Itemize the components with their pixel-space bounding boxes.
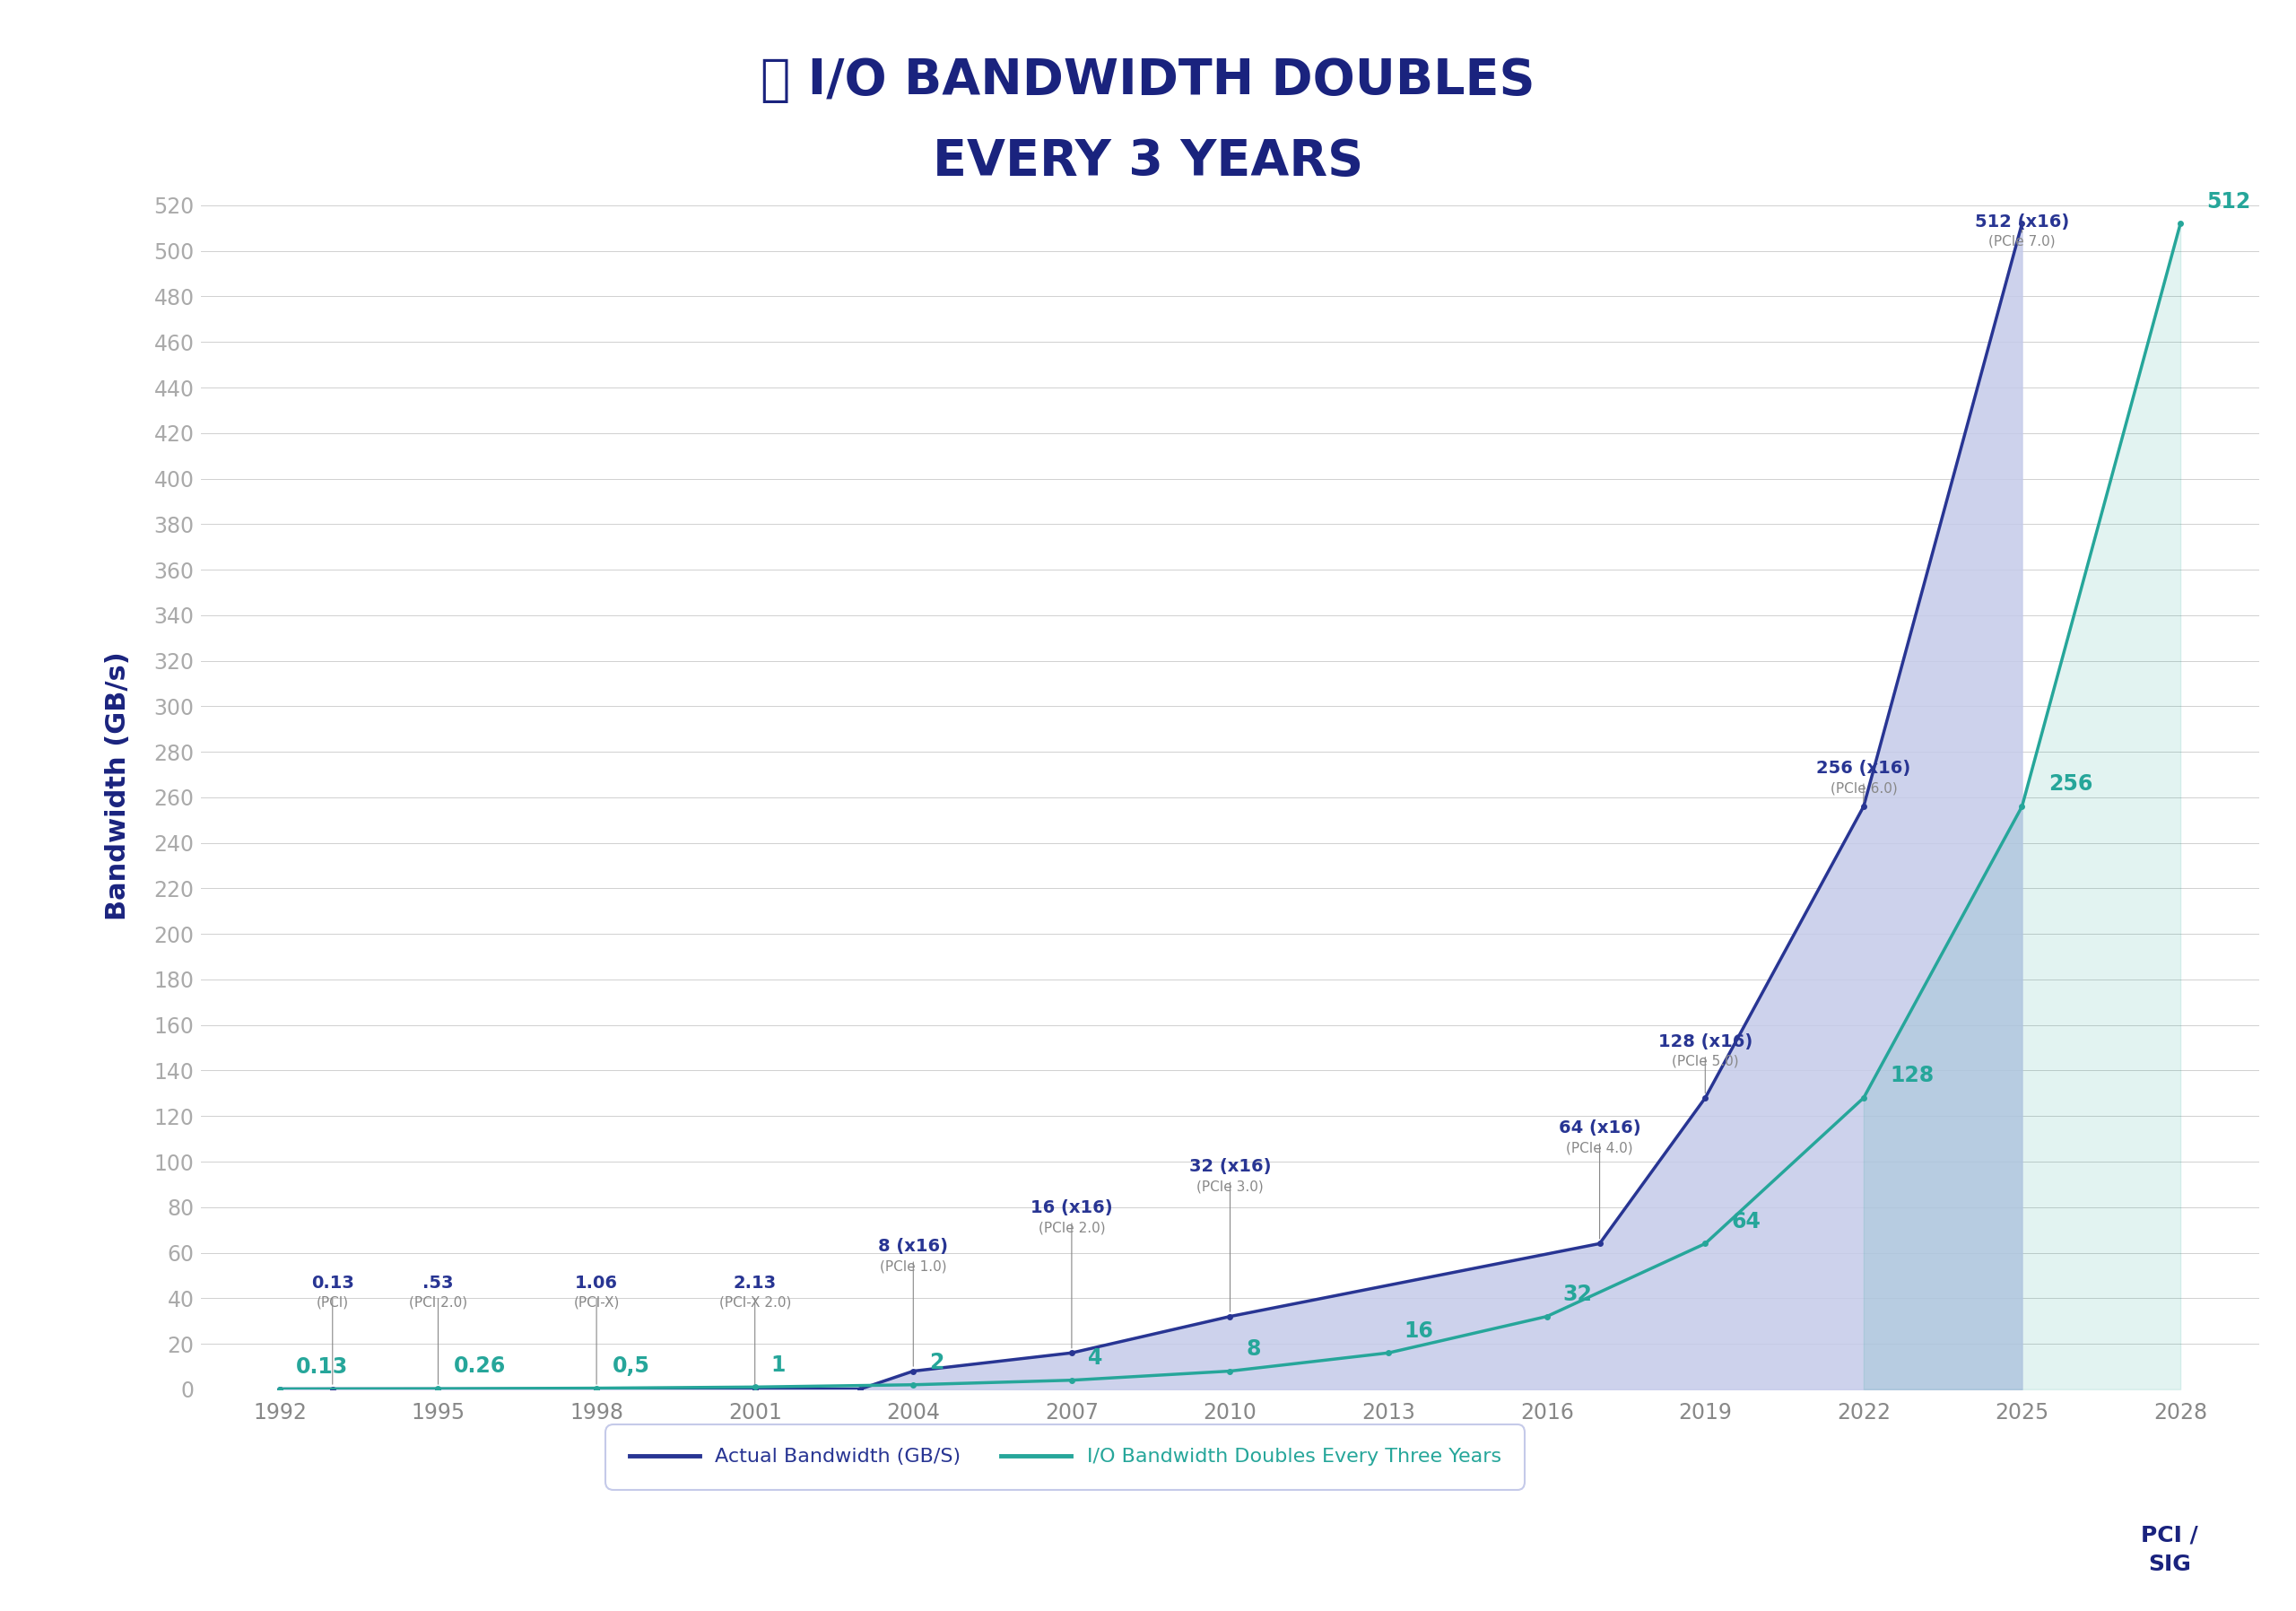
Text: (PCI): (PCI) bbox=[317, 1295, 349, 1310]
Text: 32 (x16): 32 (x16) bbox=[1189, 1158, 1272, 1176]
Text: 0.13: 0.13 bbox=[310, 1274, 354, 1292]
Text: (PCIe 4.0): (PCIe 4.0) bbox=[1566, 1141, 1632, 1155]
Text: PCI /
SIG: PCI / SIG bbox=[2142, 1526, 2197, 1574]
Text: 1.06: 1.06 bbox=[574, 1274, 618, 1292]
Legend: Actual Bandwidth (GB/S), I/O Bandwidth Doubles Every Three Years: Actual Bandwidth (GB/S), I/O Bandwidth D… bbox=[613, 1432, 1518, 1482]
Y-axis label: Bandwidth (GB/s): Bandwidth (GB/s) bbox=[106, 651, 131, 920]
Text: (PCI-X): (PCI-X) bbox=[574, 1295, 620, 1310]
Text: 256 (x16): 256 (x16) bbox=[1816, 760, 1910, 777]
Text: (PCI-X 2.0): (PCI-X 2.0) bbox=[719, 1295, 790, 1310]
X-axis label: Time: Time bbox=[1185, 1445, 1274, 1476]
Text: (PCIe 3.0): (PCIe 3.0) bbox=[1196, 1179, 1263, 1194]
Text: 1: 1 bbox=[771, 1355, 785, 1376]
Text: (PCIe 1.0): (PCIe 1.0) bbox=[879, 1260, 946, 1273]
Text: EVERY 3 YEARS: EVERY 3 YEARS bbox=[932, 137, 1364, 185]
Text: 16 (x16): 16 (x16) bbox=[1031, 1199, 1114, 1216]
Text: 4: 4 bbox=[1088, 1347, 1102, 1369]
Text: 64 (x16): 64 (x16) bbox=[1559, 1120, 1642, 1137]
Text: (PCIe 5.0): (PCIe 5.0) bbox=[1671, 1055, 1738, 1068]
Text: 32: 32 bbox=[1564, 1284, 1591, 1305]
Text: 64: 64 bbox=[1731, 1211, 1761, 1232]
Text: 📶 I/O BANDWIDTH DOUBLES: 📶 I/O BANDWIDTH DOUBLES bbox=[760, 56, 1536, 105]
Text: 8 (x16): 8 (x16) bbox=[879, 1237, 948, 1255]
Text: 2: 2 bbox=[930, 1352, 944, 1373]
Text: 0,5: 0,5 bbox=[613, 1355, 650, 1377]
Text: 128 (x16): 128 (x16) bbox=[1658, 1033, 1752, 1050]
Text: 0.13: 0.13 bbox=[296, 1356, 347, 1377]
Text: 0.26: 0.26 bbox=[455, 1356, 505, 1377]
Text: 2.13: 2.13 bbox=[732, 1274, 776, 1292]
Text: .53: .53 bbox=[422, 1274, 455, 1292]
Text: 256: 256 bbox=[2048, 773, 2092, 796]
Text: 512 (x16): 512 (x16) bbox=[1975, 213, 2069, 230]
Text: (PCI 2.0): (PCI 2.0) bbox=[409, 1295, 468, 1310]
Text: 512: 512 bbox=[2206, 190, 2250, 213]
Text: (PCIe 2.0): (PCIe 2.0) bbox=[1038, 1221, 1104, 1234]
Text: 16: 16 bbox=[1405, 1319, 1433, 1342]
Text: (PCIe 7.0): (PCIe 7.0) bbox=[1988, 235, 2055, 248]
Text: 128: 128 bbox=[1890, 1065, 1933, 1086]
Text: 8: 8 bbox=[1247, 1339, 1261, 1360]
Text: (PCIe 6.0): (PCIe 6.0) bbox=[1830, 781, 1896, 794]
